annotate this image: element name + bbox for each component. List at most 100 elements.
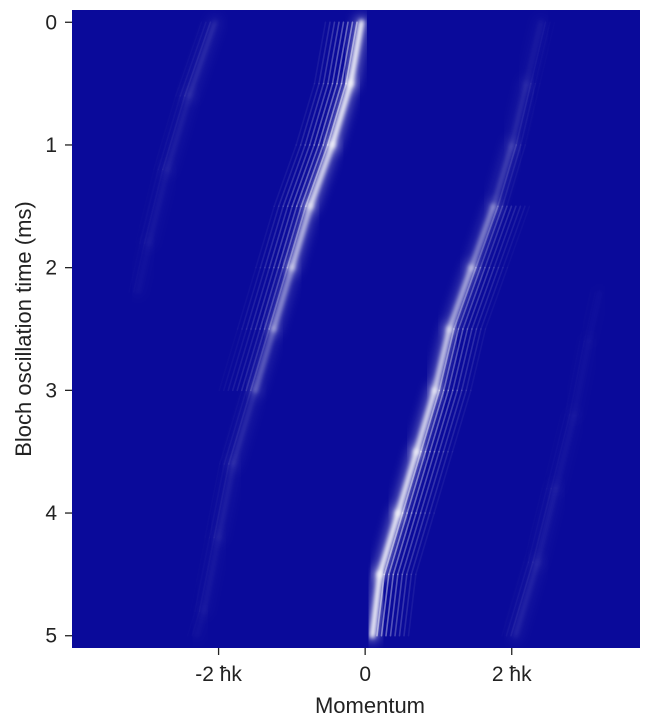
trace-fringe <box>406 512 426 576</box>
trace-fringe <box>317 82 338 146</box>
momentum-traces <box>136 15 590 643</box>
trace-fringe <box>407 573 417 637</box>
trace-fringe <box>442 328 460 392</box>
trace-fringe <box>433 450 454 514</box>
trace-fringe <box>313 21 327 85</box>
trace-fringe <box>227 328 248 392</box>
y-tick-label: 5 <box>45 625 57 648</box>
trace-core <box>525 21 543 85</box>
x-tick-label: 0 <box>359 663 371 686</box>
plot-background <box>72 10 640 648</box>
trace-fringe <box>415 512 435 576</box>
trace-fringe <box>424 389 445 453</box>
trace-fringe <box>457 266 482 330</box>
trace-core <box>413 387 438 455</box>
trace-core <box>536 487 557 564</box>
trace-fringe <box>515 82 532 146</box>
trace-fringe <box>398 573 408 637</box>
trace-fringe <box>438 389 459 453</box>
trace-fringe <box>268 266 289 330</box>
trace-fringe <box>410 512 431 576</box>
trace-fringe <box>295 82 316 146</box>
trace-fringe <box>241 266 262 330</box>
trace-core <box>252 326 277 393</box>
trace-fringe <box>322 82 343 146</box>
trace-fringe <box>471 266 495 330</box>
trace-core <box>572 340 590 417</box>
trace-fringe <box>304 82 325 146</box>
trace-fringe <box>401 450 422 514</box>
trace-fringe <box>420 389 441 453</box>
trace-fringe <box>389 573 399 637</box>
trace-fringe <box>475 266 500 330</box>
y-tick-label: 3 <box>45 379 57 402</box>
trace-core <box>202 536 220 613</box>
trace-fringe <box>462 266 486 330</box>
trace-fringe <box>475 205 499 269</box>
trace-fringe <box>322 21 336 85</box>
trace-fringe <box>254 266 275 330</box>
trace-fringe <box>245 266 266 330</box>
trace-fringe <box>385 573 395 637</box>
trace-fringe <box>327 21 340 85</box>
trace-core <box>395 449 419 516</box>
trace-fringe <box>438 328 455 392</box>
trace-fringe <box>433 389 454 453</box>
trace-core <box>329 81 354 148</box>
trace-fringe <box>318 21 331 85</box>
y-axis-title: Bloch oscillation time (ms) <box>11 201 36 457</box>
trace-fringe <box>466 266 491 330</box>
trace-core <box>307 142 335 209</box>
trace-fringe <box>510 561 534 637</box>
trace-fringe <box>286 205 307 269</box>
trace-fringe <box>428 450 449 514</box>
trace-fringe <box>397 512 417 576</box>
trace-fringe <box>497 205 522 269</box>
trace-fringe <box>394 573 404 637</box>
trace-fringe <box>406 450 427 514</box>
trace-fringe <box>161 95 186 171</box>
trace-fringe <box>451 328 469 392</box>
trace-core <box>446 265 474 332</box>
trace-fringe <box>286 144 311 208</box>
trace-fringe <box>263 266 284 330</box>
trace-core <box>166 94 191 171</box>
trace-fringe <box>300 144 324 208</box>
trace-fringe <box>231 328 252 392</box>
trace-fringe <box>493 205 517 269</box>
trace-fringe <box>291 144 315 208</box>
trace-fringe <box>484 205 508 269</box>
trace-fringe <box>340 21 354 85</box>
y-tick-label: 2 <box>45 257 57 280</box>
trace-fringe <box>424 450 445 514</box>
trace-fringe <box>479 205 504 269</box>
trace-fringe <box>295 144 320 208</box>
trace-core <box>510 82 528 147</box>
trace-fringe <box>223 389 248 465</box>
trace-fringe <box>273 205 293 269</box>
trace-fringe <box>179 21 207 97</box>
trace-fringe <box>277 205 298 269</box>
trace-fringe <box>304 144 329 208</box>
trace-fringe <box>392 512 413 576</box>
trace-core <box>514 560 539 637</box>
trace-core <box>348 19 364 87</box>
trace-fringe <box>282 205 302 269</box>
trace-fringe <box>451 389 472 453</box>
trace-fringe <box>376 573 386 637</box>
trace-fringe <box>336 21 349 85</box>
trace-fringe <box>429 389 450 453</box>
trace-fringe <box>460 328 478 392</box>
trace-fringe <box>380 573 390 637</box>
trace-fringe <box>273 144 297 208</box>
trace-core <box>377 510 401 577</box>
trace-fringe <box>488 205 513 269</box>
trace-core <box>271 265 295 332</box>
trace-core <box>217 462 235 539</box>
trace-fringe <box>447 328 464 392</box>
trace-fringe <box>277 144 302 208</box>
trace-fringe <box>497 144 518 208</box>
trace-fringe <box>465 328 482 392</box>
trace-fringe <box>299 82 320 146</box>
